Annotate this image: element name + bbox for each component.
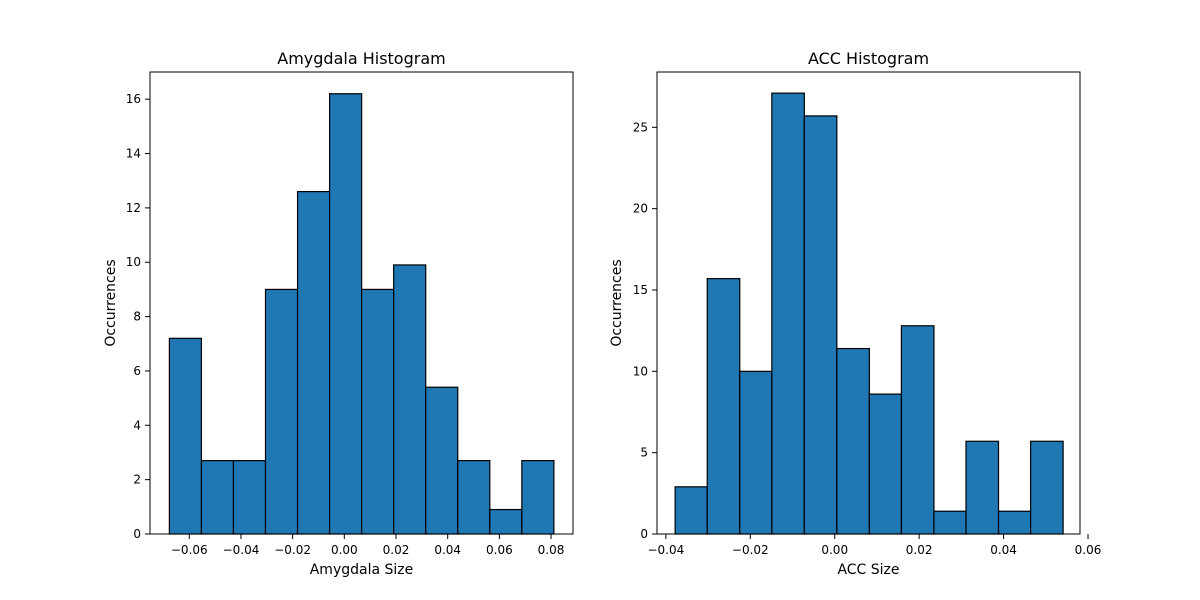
y-tick-label: 15 [633,283,648,297]
y-tick-label: 14 [126,147,141,161]
histogram-bar [264,288,299,535]
x-tick-label: 0.06 [486,543,513,557]
histogram-bar [296,190,331,535]
histogram-bar [739,370,773,535]
y-tick-label: 10 [126,255,141,269]
histogram-bar [933,510,967,535]
histogram-bar [997,510,1032,535]
histogram-bar [457,460,491,535]
y-tick-label: 6 [133,364,141,378]
axes-frame [149,71,574,535]
histogram-bar [900,325,935,535]
chart-title: ACC Histogram [808,49,929,68]
x-tick-label: 0.02 [906,543,933,557]
y-tick-label: 20 [633,202,648,216]
y-axis-label: Occurrences [103,259,119,346]
y-tick-label: 2 [133,473,141,487]
y-tick-label: 0 [133,527,141,541]
chart-title: Amygdala Histogram [277,49,445,68]
x-tick-label: 0.06 [1075,543,1102,557]
histogram-bar [868,393,903,535]
histogram-bar [168,337,203,535]
x-tick-label: 0.00 [821,543,848,557]
x-tick-label: 0.04 [990,543,1017,557]
y-tick-label: 4 [133,418,141,432]
bars-group [168,93,555,535]
x-ticks: −0.06 −0.04 −0.02 0.00 0.02 0.04 0.06 0.08 [171,534,565,557]
histogram-bar [836,347,870,535]
histogram-bar [200,460,235,535]
axes-frame [656,71,1081,535]
x-axis-label: ACC Size [837,562,899,578]
histogram-bar [965,440,1000,535]
histogram-bar [674,486,708,535]
histogram-bar [1030,440,1064,535]
histogram-bar [232,460,267,535]
y-tick-label: 12 [126,201,141,215]
x-tick-label: 0.04 [434,543,461,557]
x-tick-label: 0.00 [331,543,358,557]
y-tick-label: 0 [640,527,648,541]
x-ticks: −0.04 −0.02 0.00 0.02 0.04 0.06 [647,534,1101,557]
histogram-bar [706,278,741,535]
histogram-bar [361,288,395,535]
y-tick-label: 8 [133,310,141,324]
y-tick-label: 10 [633,364,648,378]
x-tick-label: −0.04 [647,543,684,557]
histogram-bar [489,508,523,535]
x-tick-label: −0.02 [732,543,769,557]
x-tick-label: −0.02 [274,543,311,557]
chart-amygdala: Amygdala Histogram −0.06 −0.04 −0.02 0.00 0.… [103,49,574,578]
histogram-bar [393,264,427,535]
histogram-bar [521,460,555,535]
y-tick-label: 25 [633,120,648,134]
y-ticks: 0 5 10 15 20 25 [633,120,657,541]
y-tick-label: 5 [640,446,648,460]
histogram-bar [425,386,459,535]
chart-acc: ACC Histogram −0.04 −0.02 0.00 0.02 0.04 0.06… [609,49,1101,578]
x-tick-label: 0.08 [538,543,565,557]
x-tick-label: −0.06 [171,543,208,557]
x-tick-label: 0.02 [383,543,410,557]
histogram-bar [803,115,838,535]
histogram-bar [328,93,363,535]
histogram-bar [771,92,805,535]
x-tick-label: −0.04 [223,543,260,557]
y-ticks: 0 2 4 6 8 10 12 14 16 [126,92,150,541]
x-axis-label: Amygdala Size [310,562,414,578]
y-axis-label: Occurrences [609,259,625,346]
y-tick-label: 16 [126,92,141,106]
